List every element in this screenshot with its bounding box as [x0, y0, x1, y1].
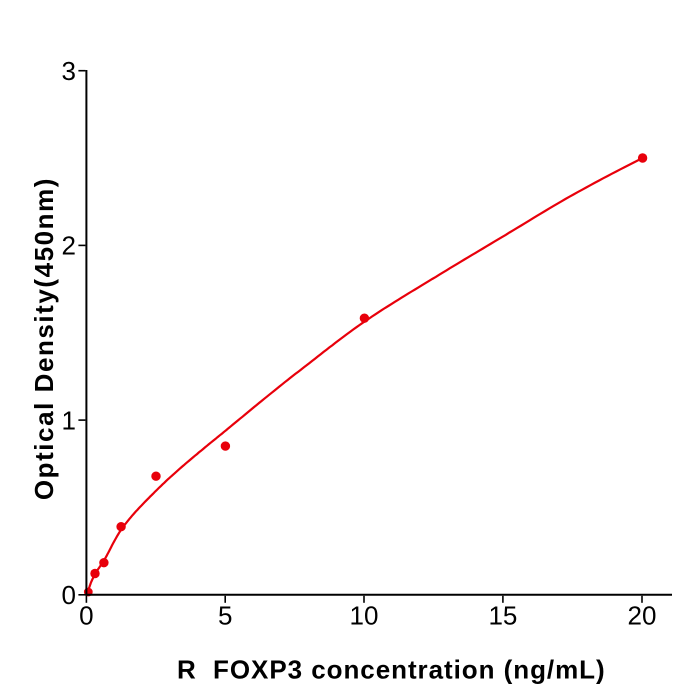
- svg-text:20: 20: [628, 601, 657, 631]
- svg-text:15: 15: [488, 601, 517, 631]
- svg-text:2: 2: [62, 231, 76, 261]
- svg-text:0: 0: [62, 580, 76, 610]
- svg-text:R FOXP3 concentration (ng/mL): R FOXP3 concentration (ng/mL): [177, 654, 606, 684]
- svg-text:1: 1: [62, 405, 76, 435]
- svg-text:10: 10: [350, 601, 379, 631]
- svg-text:5: 5: [218, 601, 232, 631]
- svg-text:0: 0: [79, 601, 93, 631]
- svg-text:Optical Density(450nm): Optical Density(450nm): [29, 177, 59, 500]
- svg-text:3: 3: [62, 56, 76, 86]
